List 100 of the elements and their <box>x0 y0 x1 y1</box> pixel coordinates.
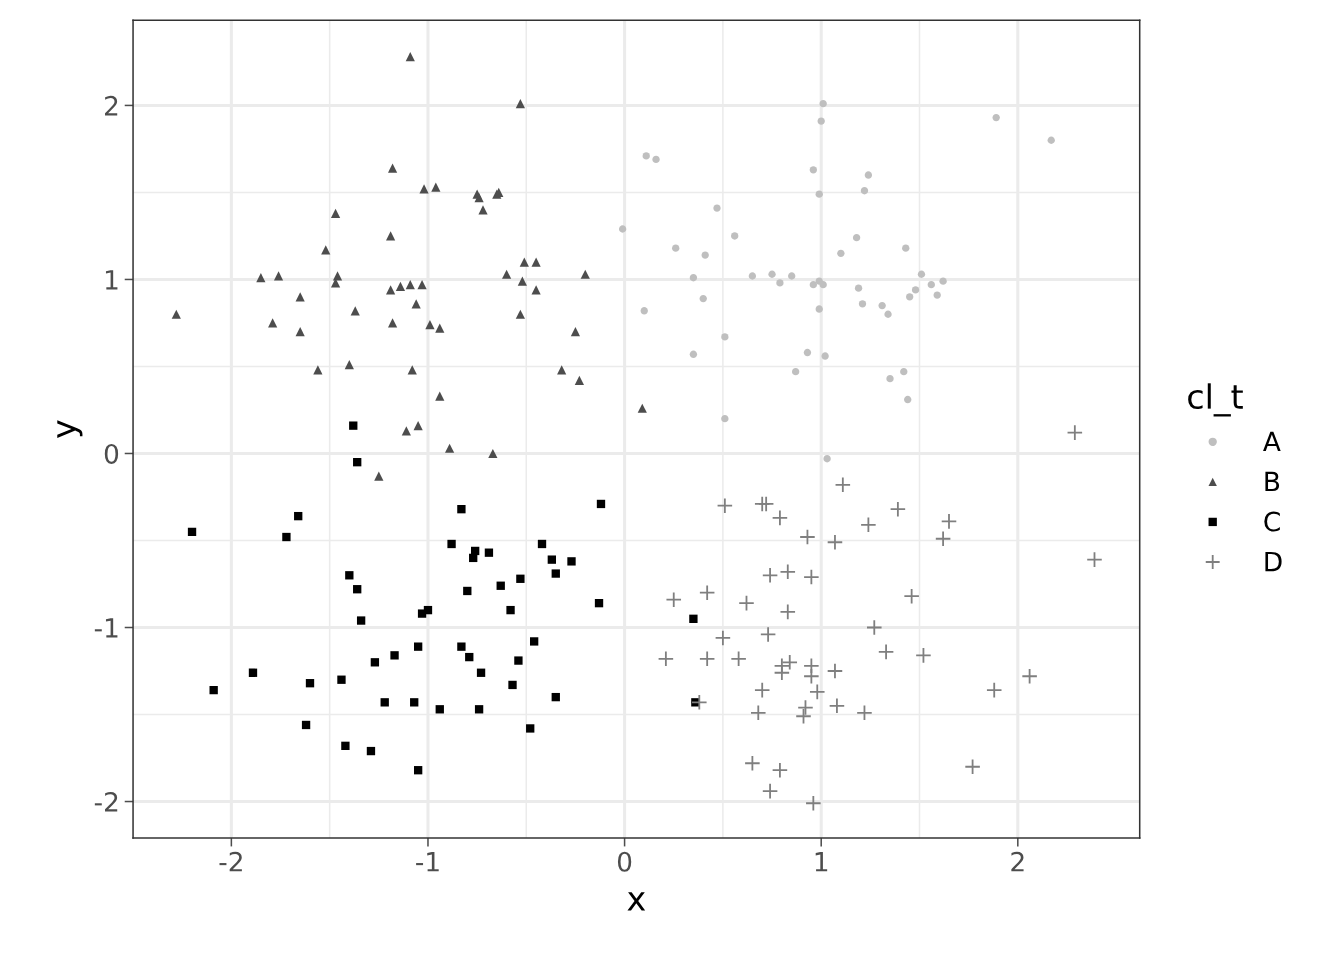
point <box>779 563 796 581</box>
point <box>713 204 721 212</box>
point <box>817 117 825 125</box>
point <box>618 225 627 233</box>
legend-label: C <box>1264 511 1280 532</box>
point <box>915 647 932 664</box>
point <box>313 365 323 375</box>
point <box>854 284 863 292</box>
point <box>904 395 912 404</box>
point <box>826 534 844 551</box>
point <box>665 591 682 608</box>
point <box>301 720 311 730</box>
y-tick-label: 1 <box>105 270 118 290</box>
point <box>657 650 675 668</box>
point <box>470 546 480 556</box>
point <box>1021 668 1038 685</box>
point <box>431 182 441 192</box>
point <box>884 310 892 318</box>
point <box>771 762 789 779</box>
point <box>809 166 818 174</box>
point <box>529 637 539 646</box>
point <box>721 333 729 341</box>
point <box>557 365 567 375</box>
point <box>992 113 1000 122</box>
point <box>305 679 315 688</box>
point <box>407 365 417 375</box>
point <box>478 205 488 215</box>
point <box>866 619 883 636</box>
point <box>445 443 455 453</box>
point <box>295 327 305 337</box>
point <box>551 569 560 578</box>
point <box>761 782 779 800</box>
point <box>282 532 291 542</box>
y-tick-label: 0 <box>104 443 119 464</box>
point <box>986 681 1003 699</box>
point <box>171 309 181 319</box>
point <box>689 614 698 623</box>
point <box>345 571 354 580</box>
point <box>337 675 346 684</box>
point <box>652 155 660 164</box>
point <box>721 415 729 423</box>
point <box>757 495 775 513</box>
point <box>435 323 445 333</box>
point <box>353 585 362 594</box>
point <box>837 249 845 258</box>
x-tick-label: -2 <box>219 851 242 872</box>
point <box>551 692 560 702</box>
point <box>886 374 894 383</box>
point <box>754 681 771 699</box>
legend-label: A <box>1263 431 1281 452</box>
point <box>803 568 820 586</box>
point <box>435 391 445 401</box>
point <box>514 656 523 665</box>
point <box>567 557 576 566</box>
point <box>805 795 822 812</box>
point <box>413 642 423 651</box>
point <box>531 257 541 267</box>
point <box>877 643 895 661</box>
point <box>366 746 376 756</box>
point <box>330 208 341 218</box>
point <box>788 272 796 280</box>
point <box>819 281 827 289</box>
point <box>809 281 818 289</box>
point <box>294 511 303 521</box>
point <box>834 476 852 493</box>
point <box>374 471 384 481</box>
point <box>417 280 427 290</box>
point <box>642 152 650 160</box>
legend-label: D <box>1265 551 1282 572</box>
point <box>419 184 429 194</box>
point <box>744 755 761 772</box>
point <box>906 293 914 301</box>
point <box>939 277 947 285</box>
point <box>878 301 886 310</box>
point <box>349 421 358 430</box>
point <box>413 421 423 431</box>
point <box>496 581 505 590</box>
point <box>596 499 606 509</box>
point <box>531 285 541 295</box>
point <box>821 352 829 360</box>
point <box>574 375 584 385</box>
point <box>344 360 354 370</box>
point <box>425 320 435 330</box>
point <box>856 704 873 721</box>
x-tick-label: 1 <box>815 852 828 872</box>
point <box>768 270 776 278</box>
point <box>799 528 816 546</box>
point <box>413 766 423 775</box>
point <box>474 193 484 203</box>
point <box>776 279 784 287</box>
x-tick-label: -1 <box>416 852 439 872</box>
point <box>502 269 512 279</box>
point <box>332 271 343 281</box>
point <box>594 598 604 608</box>
point <box>474 705 484 714</box>
point <box>748 272 757 280</box>
point <box>537 539 547 549</box>
point <box>637 403 647 413</box>
point <box>457 505 466 514</box>
point <box>809 683 826 701</box>
